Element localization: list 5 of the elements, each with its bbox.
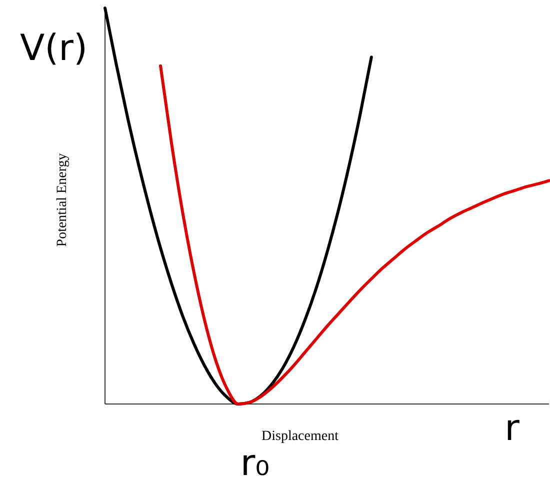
text: V(r) — [20, 28, 88, 69]
text: r — [504, 408, 520, 449]
x-axis-title: Displacement — [262, 429, 339, 444]
text: r₀ — [240, 443, 270, 484]
y-axis-title: Potential Energy — [55, 153, 70, 247]
